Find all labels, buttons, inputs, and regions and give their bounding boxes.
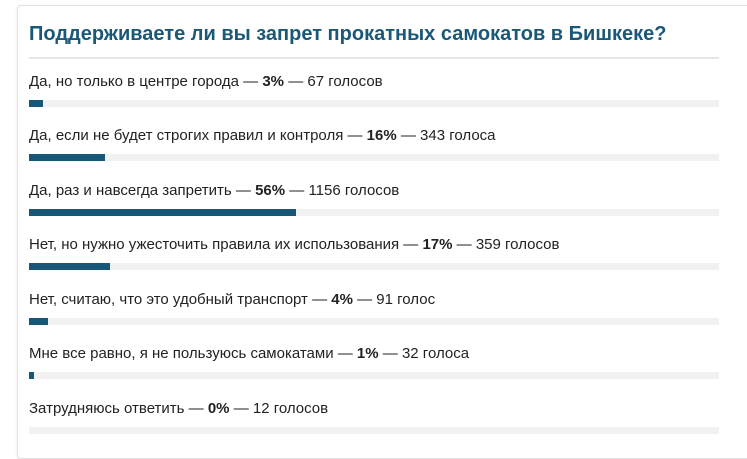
option-percent: 1% (356, 345, 379, 362)
separator: — (235, 182, 251, 199)
poll-option-center-only[interactable]: Да, но только в центре города — 3% — 67 … (29, 73, 719, 113)
option-label: Нет, но нужно ужесточить правила их испо… (29, 236, 559, 254)
poll-option-undecided[interactable]: Затрудняюсь ответить — 0% — 12 голосов (29, 400, 719, 440)
separator: — (188, 400, 204, 417)
option-percent: 0% (207, 400, 230, 417)
option-percent: 56% (255, 182, 286, 199)
option-votes: 343 голоса (420, 127, 496, 144)
separator: — (312, 291, 328, 308)
option-label: Да, раз и навсегда запретить — 56% — 115… (29, 182, 399, 200)
option-percent: 16% (366, 127, 397, 144)
result-bar-fill (29, 372, 34, 379)
result-bar-fill (29, 100, 44, 107)
option-votes: 1156 голосов (308, 182, 400, 199)
separator: — (289, 182, 305, 199)
separator: — (382, 345, 398, 362)
option-label: Да, если не будет строгих правил и контр… (29, 127, 496, 145)
separator: — (337, 345, 353, 362)
result-bar-track (29, 372, 719, 379)
option-label: Мне все равно, я не пользуюсь самокатами… (29, 345, 469, 363)
poll-option-convenient[interactable]: Нет, считаю, что это удобный транспорт —… (29, 291, 719, 331)
option-votes: 12 голосов (252, 400, 329, 417)
option-votes: 91 голос (376, 291, 436, 308)
option-text: Да, если не будет строгих правил и контр… (29, 127, 344, 144)
poll-option-stricter-rules[interactable]: Нет, но нужно ужесточить правила их испо… (29, 236, 719, 276)
separator: — (456, 236, 472, 253)
title-divider (29, 57, 719, 59)
result-bar-fill (29, 154, 106, 161)
option-label: Затрудняюсь ответить — 0% — 12 голосов (29, 400, 328, 418)
option-text: Да, раз и навсегда запретить (29, 182, 232, 199)
option-votes: 32 голоса (401, 345, 470, 362)
option-text: Мне все равно, я не пользуюсь самокатами (29, 345, 334, 362)
poll-option-ban-forever[interactable]: Да, раз и навсегда запретить — 56% — 115… (29, 182, 719, 222)
option-percent: 17% (422, 236, 453, 253)
option-text: Затрудняюсь ответить (29, 400, 185, 417)
result-bar-track (29, 154, 719, 161)
poll-option-dont-care[interactable]: Мне все равно, я не пользуюсь самокатами… (29, 345, 719, 385)
separator: — (400, 127, 416, 144)
separator: — (288, 73, 304, 90)
result-bar-track (29, 427, 719, 434)
poll-card (17, 5, 747, 459)
option-percent: 4% (331, 291, 353, 308)
separator: — (233, 400, 249, 417)
poll-option-if-no-rules[interactable]: Да, если не будет строгих правил и контр… (29, 127, 719, 167)
option-text: Нет, но нужно ужесточить правила их испо… (29, 236, 400, 253)
poll-title: Поддерживаете ли вы запрет прокатных сам… (29, 23, 667, 45)
separator: — (347, 127, 363, 144)
result-bar-track (29, 318, 719, 325)
option-text: Да, но только в центре города (29, 73, 239, 90)
option-label: Да, но только в центре города — 3% — 67 … (29, 73, 383, 91)
result-bar-track (29, 209, 719, 216)
option-votes: 67 голосов (307, 73, 383, 90)
separator: — (243, 73, 259, 90)
option-label: Нет, считаю, что это удобный транспорт —… (29, 291, 435, 309)
option-votes: 359 голосов (475, 236, 560, 253)
result-bar-track (29, 100, 719, 107)
result-bar-fill (29, 318, 49, 325)
option-text: Нет, считаю, что это удобный транспорт (29, 291, 308, 308)
separator: — (403, 236, 419, 253)
option-percent: 3% (262, 73, 285, 90)
result-bar-fill (29, 263, 110, 270)
result-bar-fill (29, 209, 296, 216)
result-bar-track (29, 263, 719, 270)
separator: — (357, 291, 373, 308)
